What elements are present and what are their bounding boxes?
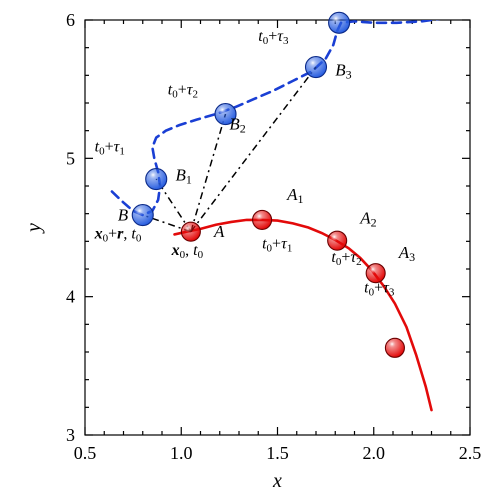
chart-svg: 0.5 1.0 1.5 2.0 2.5 3 4 5 6 x y A A1 A2 A3 B B1 B2 B3 x0, t… bbox=[0, 0, 501, 500]
label-blue_t2: t0+τ2 bbox=[168, 82, 198, 101]
x-axis-title: x bbox=[272, 470, 282, 492]
marker-a2 bbox=[328, 231, 347, 250]
x-tick-label: 0.5 bbox=[74, 443, 97, 463]
marker-b bbox=[132, 205, 153, 226]
label-red_t2: t0+τ2 bbox=[331, 249, 361, 268]
marker-a bbox=[181, 222, 200, 241]
label-blue_t3: t0+τ3 bbox=[258, 28, 289, 47]
label-A2_label: A2 bbox=[359, 208, 376, 229]
label-x0r_t0: x0+r, t0 bbox=[94, 226, 142, 245]
connector-line bbox=[191, 67, 316, 232]
label-B_label: B bbox=[118, 206, 129, 225]
marker-b4 bbox=[329, 12, 350, 33]
label-red_t1: t0+τ1 bbox=[262, 235, 292, 254]
y-tick-label: 5 bbox=[66, 148, 75, 168]
x-tick-label: 2.5 bbox=[459, 443, 482, 463]
trajectory-chart: 0.5 1.0 1.5 2.0 2.5 3 4 5 6 x y A A1 A2 A3 B B1 B2 B3 x0, t… bbox=[0, 0, 501, 500]
label-red_t3: t0+τ3 bbox=[364, 280, 395, 299]
x-tick-label: 1.5 bbox=[266, 443, 289, 463]
label-A3_label: A3 bbox=[398, 243, 415, 264]
label-blue_t1: t0+τ1 bbox=[95, 138, 125, 157]
y-tick-label: 6 bbox=[66, 10, 75, 30]
x-tick-label: 2.0 bbox=[363, 443, 386, 463]
label-B1_label: B1 bbox=[175, 165, 191, 186]
label-B2_label: B2 bbox=[229, 114, 245, 135]
marker-b3 bbox=[306, 57, 327, 78]
y-axis-title: y bbox=[23, 223, 45, 234]
connector-line bbox=[191, 114, 226, 232]
y-tick-label: 4 bbox=[66, 287, 75, 307]
x-tick-label: 1.0 bbox=[170, 443, 193, 463]
y-tick-label: 3 bbox=[66, 425, 75, 445]
marker-a4 bbox=[385, 338, 404, 357]
label-A_label: A bbox=[213, 222, 225, 241]
label-B3_label: B3 bbox=[335, 60, 351, 81]
marker-b1 bbox=[146, 169, 167, 190]
axis-frame bbox=[85, 20, 470, 435]
label-A1_label: A1 bbox=[286, 185, 303, 206]
label-x0_t0: x0, t0 bbox=[171, 242, 204, 261]
curve-a bbox=[175, 220, 432, 410]
marker-a1 bbox=[253, 210, 272, 229]
